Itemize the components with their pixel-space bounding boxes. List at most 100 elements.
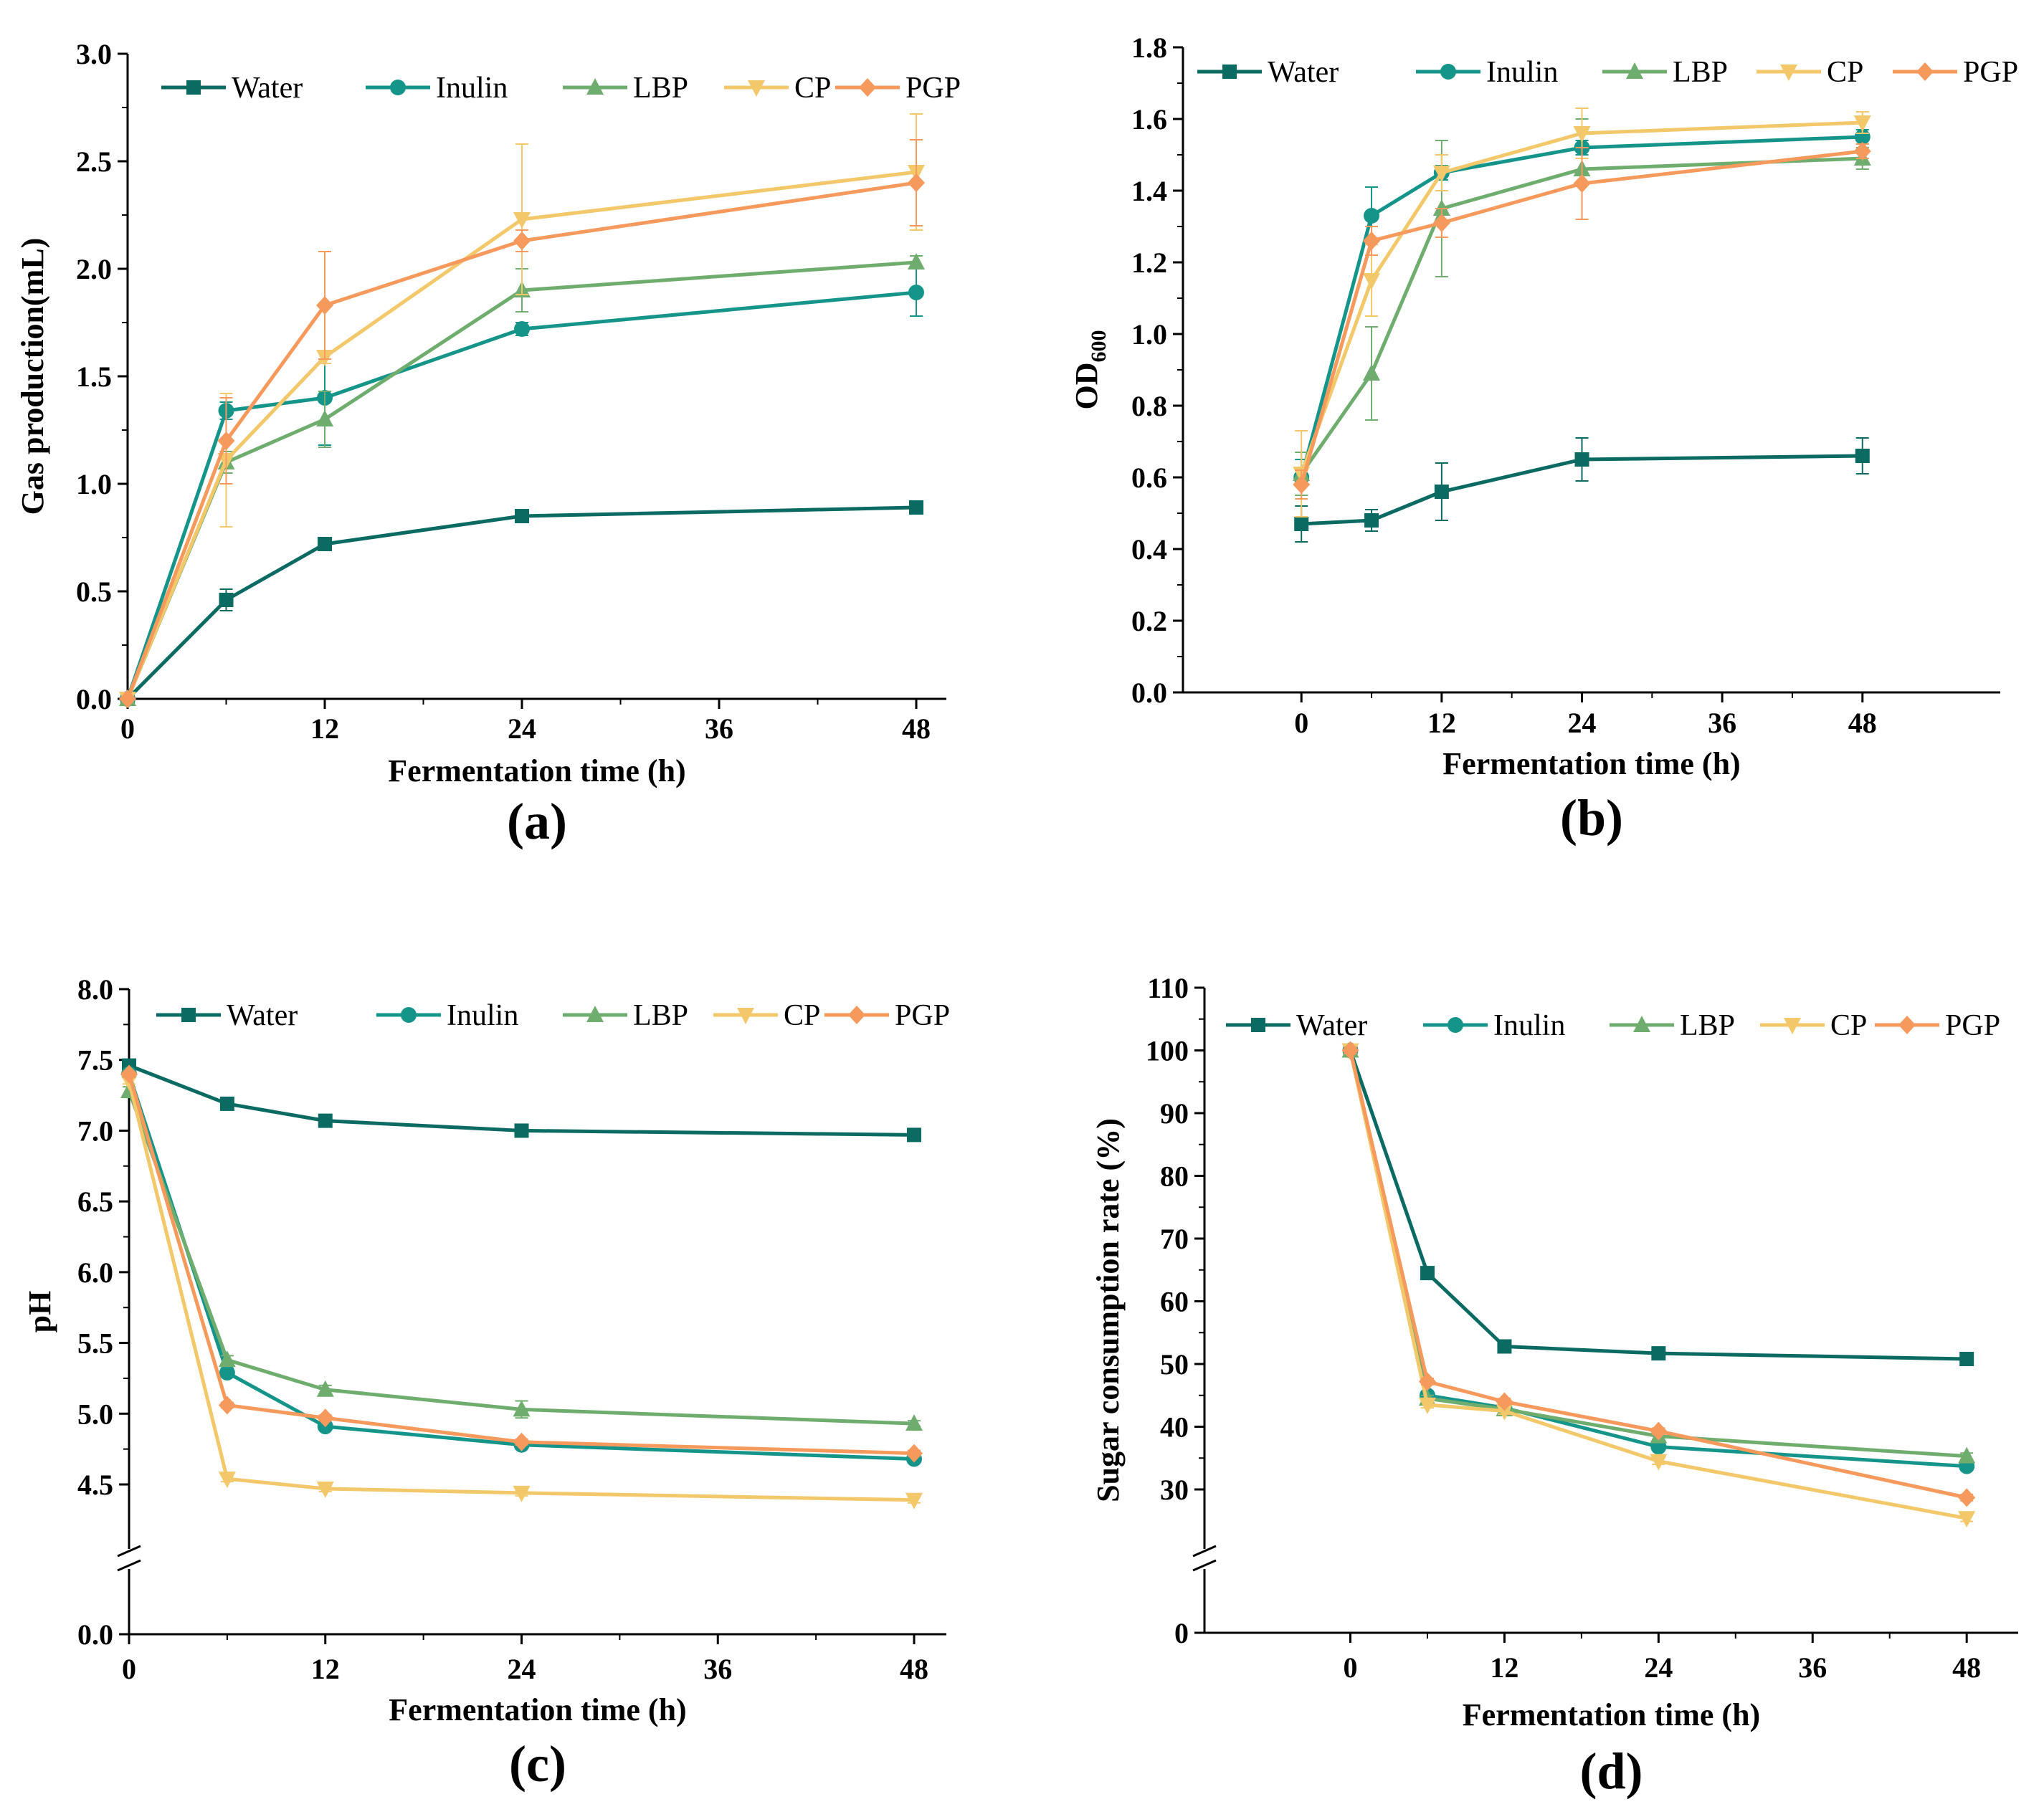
legend: Water Inulin LBP CP PGP [1226, 1009, 2000, 1042]
y-axis-title: pH [22, 1291, 57, 1333]
y-tick-label: 1.6 [1131, 103, 1167, 135]
legend-marker [1448, 1017, 1463, 1033]
y-tick-label: 7.0 [77, 1115, 113, 1147]
legend-marker [1916, 62, 1934, 81]
data-point [1364, 208, 1380, 224]
y-tick-label: 0.4 [1131, 533, 1167, 566]
x-axis-title: Fermentation time (h) [389, 1692, 686, 1727]
data-point [1418, 1397, 1436, 1414]
x-tick-label: 12 [1427, 707, 1456, 739]
data-point [316, 296, 333, 315]
panel-label: (b) [1560, 789, 1623, 846]
data-point [1432, 199, 1450, 216]
y-tick-label: 2.0 [76, 253, 112, 285]
legend-item-pgp: PGP [1893, 56, 2018, 89]
legend-marker [390, 80, 406, 95]
legend-marker [848, 1006, 865, 1024]
series-pgp [120, 1064, 923, 1463]
data-point [513, 232, 531, 250]
y-axis-title: OD600 [1069, 330, 1111, 410]
legend-label: Inulin [1486, 56, 1558, 89]
legend-item-lbp: LBP [1610, 1009, 1735, 1042]
legend-item-cp: CP [1757, 56, 1863, 89]
series-water [122, 1058, 921, 1143]
data-point [1651, 1346, 1666, 1361]
y-axis-title-main: Gas production(mL) [15, 238, 50, 515]
data-point [316, 1380, 334, 1397]
legend-marker [401, 1007, 417, 1023]
x-tick-label: 12 [311, 1653, 340, 1685]
data-point [318, 1113, 333, 1128]
y-tick-label: 0.0 [77, 1618, 113, 1651]
legend-marker [1784, 1018, 1801, 1034]
legend-item-lbp: LBP [563, 72, 688, 105]
data-point [1432, 214, 1450, 232]
x-tick-label: 48 [1952, 1651, 1981, 1684]
data-point [219, 593, 234, 607]
data-point [1574, 452, 1589, 467]
legend-label: CP [794, 72, 831, 105]
y-tick-label: 1.2 [1131, 247, 1167, 279]
legend-marker [1780, 65, 1797, 81]
legend-marker [1626, 62, 1643, 79]
y-tick-label: 30 [1160, 1474, 1189, 1506]
data-point [1294, 517, 1309, 531]
legend-label: CP [1827, 56, 1863, 89]
y-tick-label: 8.0 [77, 973, 113, 1006]
legend: Water Inulin LBP CP PGP [1197, 56, 2018, 89]
y-tick-label: 6.0 [77, 1256, 113, 1289]
data-point [1650, 1454, 1668, 1471]
data-point [514, 321, 530, 337]
x-axis-title: Fermentation time (h) [1463, 1697, 1760, 1732]
legend-marker [586, 1006, 604, 1022]
y-tick-label: 110 [1147, 972, 1189, 1004]
y-tick-label: 90 [1160, 1097, 1189, 1130]
y-tick-label: 0.6 [1131, 462, 1167, 494]
legend-label: LBP [633, 72, 688, 105]
legend-marker [1251, 1018, 1265, 1032]
data-point [1363, 232, 1381, 250]
x-tick-label: 36 [1798, 1651, 1827, 1684]
x-tick-label: 24 [1568, 707, 1597, 739]
x-tick-label: 48 [900, 1653, 928, 1685]
series-line [1349, 1049, 1967, 1459]
series-inulin [120, 268, 924, 707]
series-line [127, 1090, 915, 1426]
data-point [1341, 1041, 1359, 1060]
data-point [908, 173, 925, 192]
data-point [1853, 142, 1871, 161]
data-point [1650, 1421, 1668, 1441]
data-point [513, 1432, 531, 1451]
y-tick-label: 70 [1160, 1223, 1189, 1255]
data-point [1496, 1392, 1513, 1411]
data-point [120, 1064, 138, 1084]
y-tick-label: 5.0 [77, 1398, 113, 1430]
data-point [218, 1350, 236, 1368]
axis-break-mark [1192, 1545, 1217, 1558]
legend-label: LBP [1673, 56, 1728, 89]
data-point [513, 1485, 531, 1502]
y-tick-label: 0.0 [1131, 677, 1167, 709]
chart-panel-d: 0 30 40 50 60 70 80 90 100 110 0 12 24 36 48 Fermentati… [1090, 972, 2018, 1800]
x-tick-label: 12 [310, 712, 339, 745]
y-axis-title: Sugar consumption rate (%) [1090, 1118, 1126, 1502]
y-tick-label: 4.5 [77, 1469, 113, 1501]
data-point [1364, 513, 1379, 528]
data-point [1434, 485, 1449, 499]
panel-label: (c) [509, 1735, 566, 1793]
x-tick-label: 24 [1644, 1651, 1673, 1684]
y-tick-label: 1.0 [1131, 318, 1167, 350]
data-point [1363, 364, 1381, 381]
data-point [316, 1408, 334, 1428]
legend-item-cp: CP [713, 999, 820, 1032]
series-lbp [1341, 1041, 1976, 1464]
legend-label: Water [1296, 1009, 1367, 1042]
series-line [125, 290, 917, 700]
data-point [219, 1096, 234, 1111]
data-point [119, 690, 136, 708]
legend-item-water: Water [1226, 1009, 1367, 1042]
x-tick-label: 36 [1708, 707, 1736, 739]
data-point [316, 410, 333, 426]
chart-panel-b: 0.0 0.2 0.4 0.6 0.8 1.0 1.2 1.4 1.6 1.8 0 12 24 36 48 F… [1069, 32, 2018, 846]
x-axis-title: Fermentation time (h) [1442, 746, 1740, 781]
